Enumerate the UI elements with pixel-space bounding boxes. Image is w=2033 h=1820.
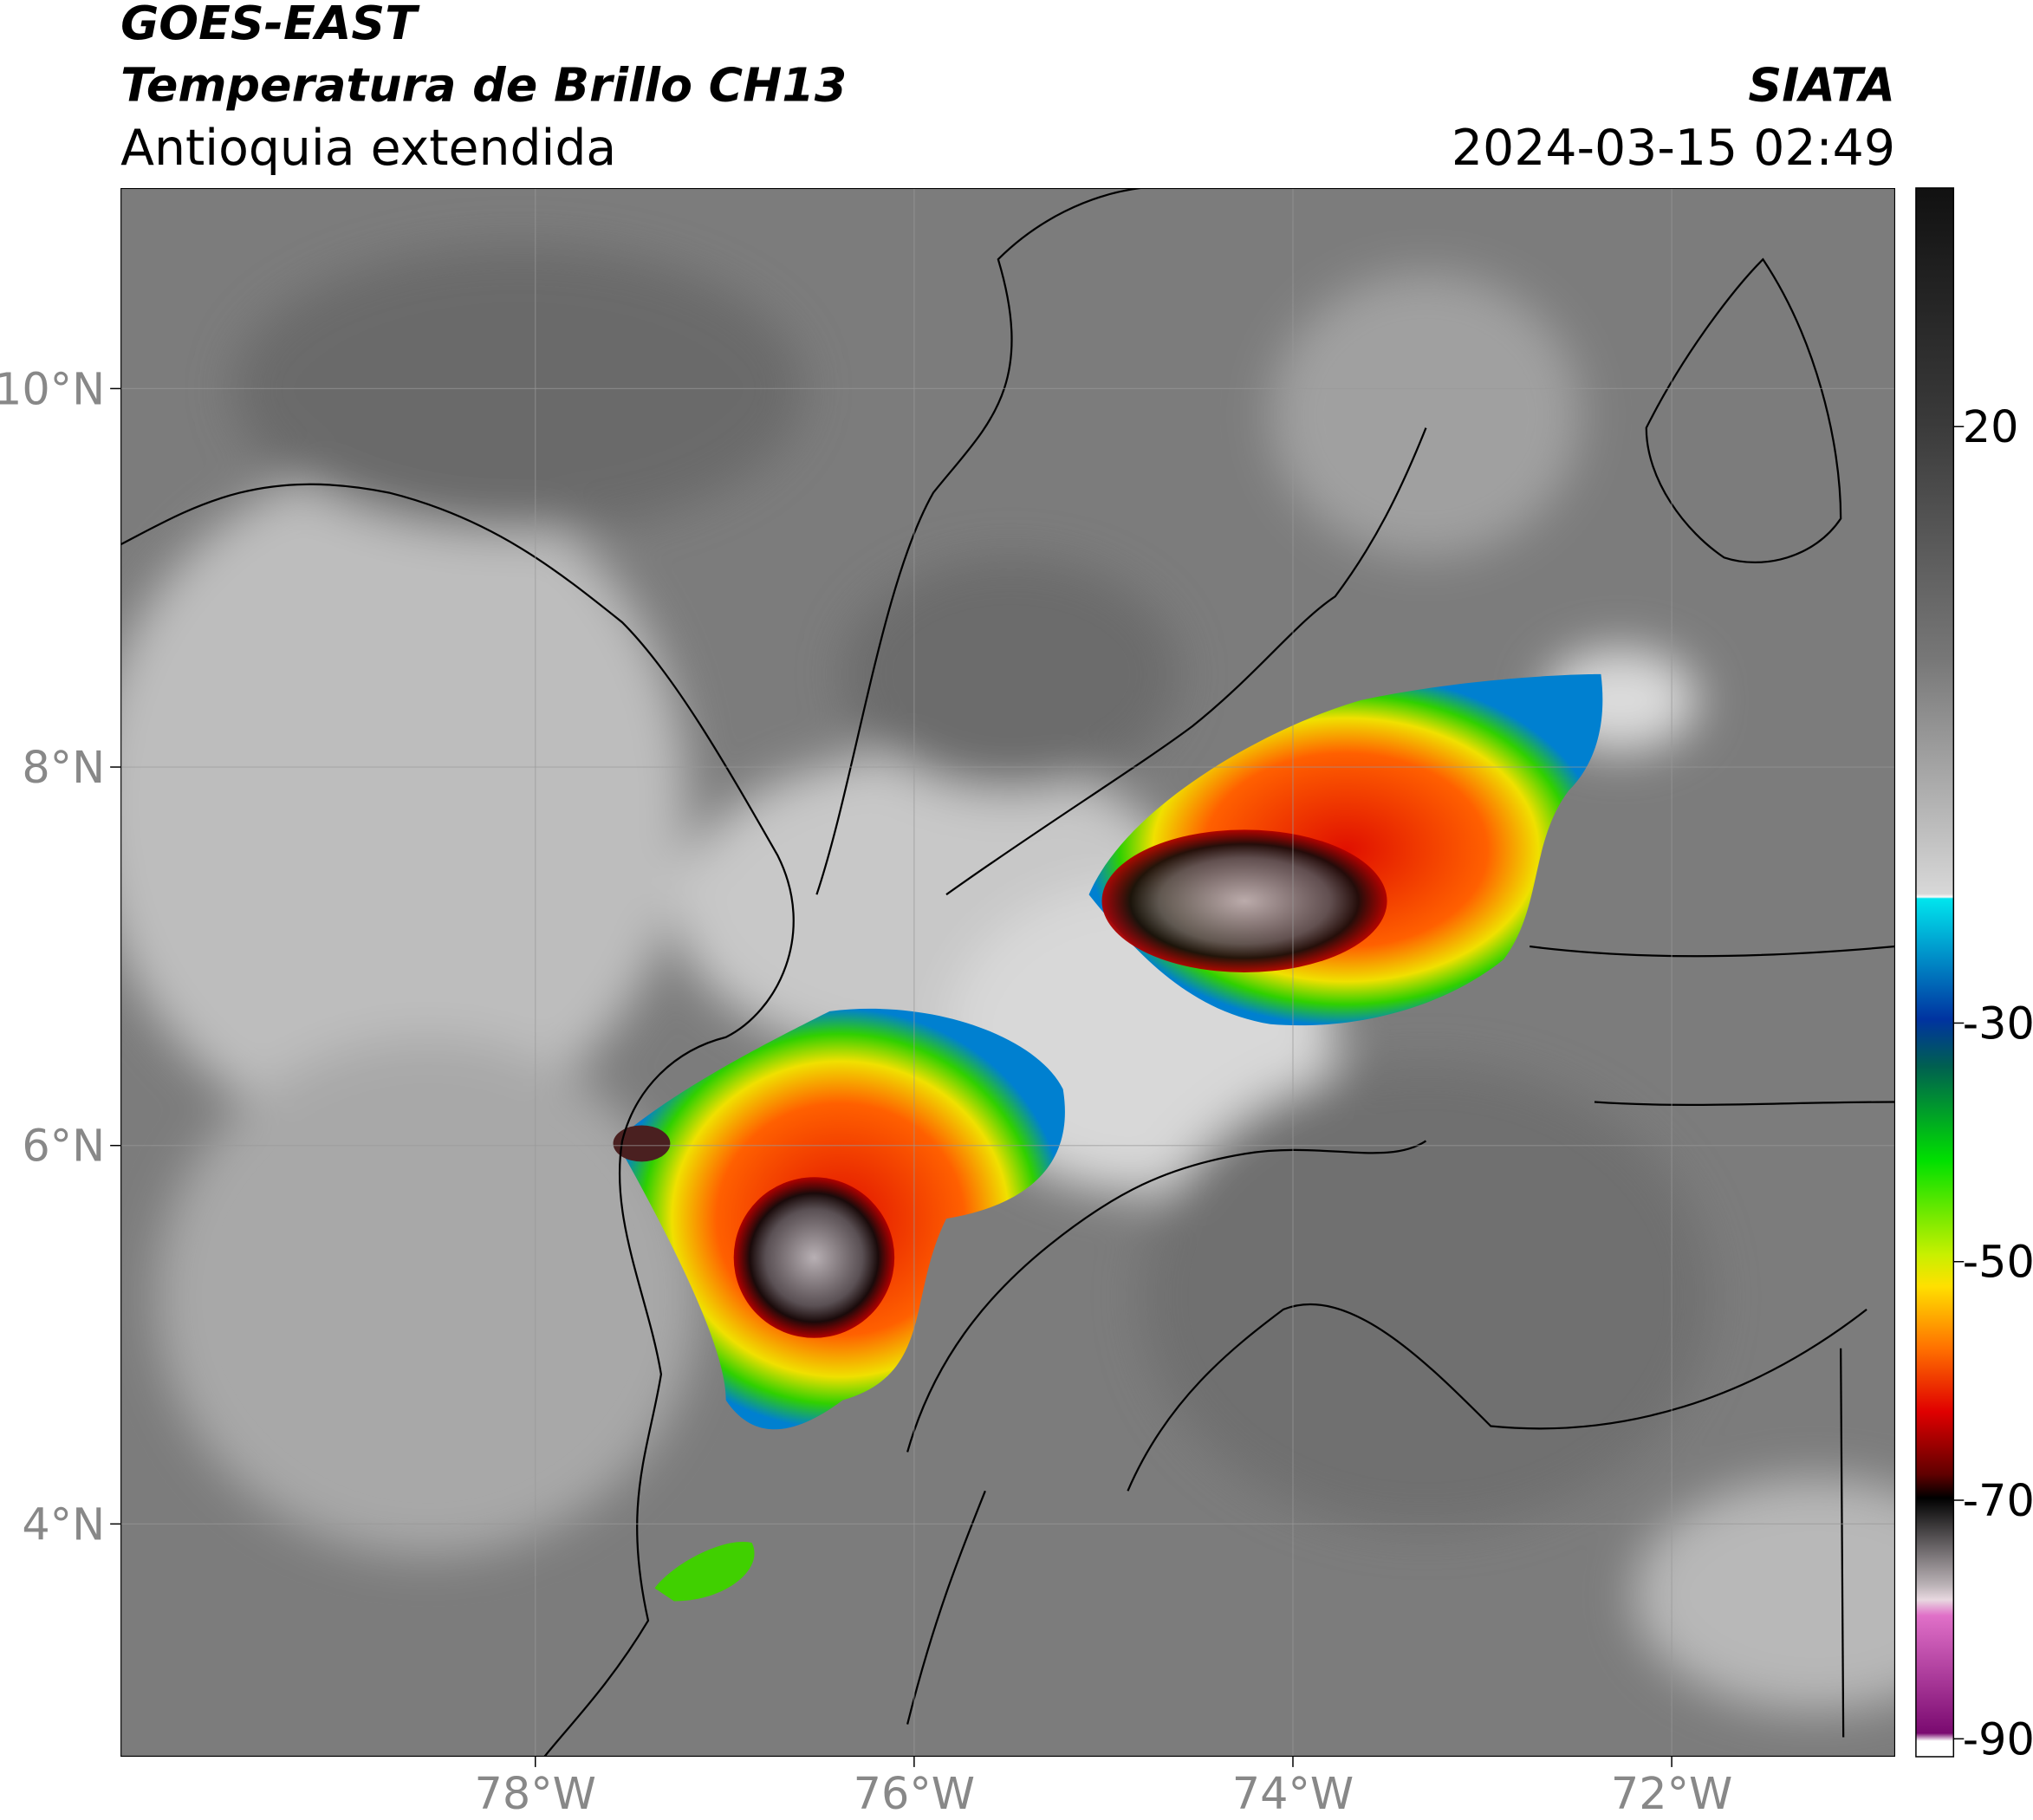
convective-cells bbox=[613, 673, 1603, 1602]
lat-tick-label: 6°N bbox=[22, 1121, 105, 1172]
datetime: 2024-03-15 02:49 bbox=[1452, 120, 1895, 177]
colorbar-tick-label: -70 bbox=[1963, 1475, 2033, 1526]
region: Antioquia extendida bbox=[120, 120, 616, 177]
colorbar-tick-label: -50 bbox=[1963, 1237, 2033, 1288]
lat-tick-label: 10°N bbox=[0, 363, 105, 414]
map bbox=[120, 187, 1895, 1757]
lon-tick-label: 74°W bbox=[1232, 1768, 1354, 1819]
lon-tick-label: 76°W bbox=[854, 1768, 975, 1819]
colorbar bbox=[1915, 187, 1955, 1758]
cloud-field bbox=[120, 246, 1895, 1712]
lat-tick-label: 8°N bbox=[22, 742, 105, 793]
lat-tick-label: 4°N bbox=[22, 1498, 105, 1550]
source: SIATA bbox=[1748, 58, 1895, 113]
axes: 78°W 76°W 74°W 72°W 10°N 8°N 6°N 4°N 20 -30 -50 -70… bbox=[0, 363, 2033, 1818]
lon-tick-label: 78°W bbox=[475, 1768, 596, 1819]
graticule bbox=[120, 187, 1895, 1757]
colorbar-tick-label: -90 bbox=[1963, 1713, 2033, 1765]
subtitle: Temperatura de Brillo CH13 bbox=[120, 58, 847, 113]
lon-tick-label: 72°W bbox=[1611, 1768, 1732, 1819]
borders bbox=[120, 187, 1895, 1757]
title: GOES-EAST bbox=[120, 0, 420, 50]
colorbar-tick-label: -30 bbox=[1963, 998, 2033, 1049]
colorbar-tick-label: 20 bbox=[1963, 401, 2019, 452]
